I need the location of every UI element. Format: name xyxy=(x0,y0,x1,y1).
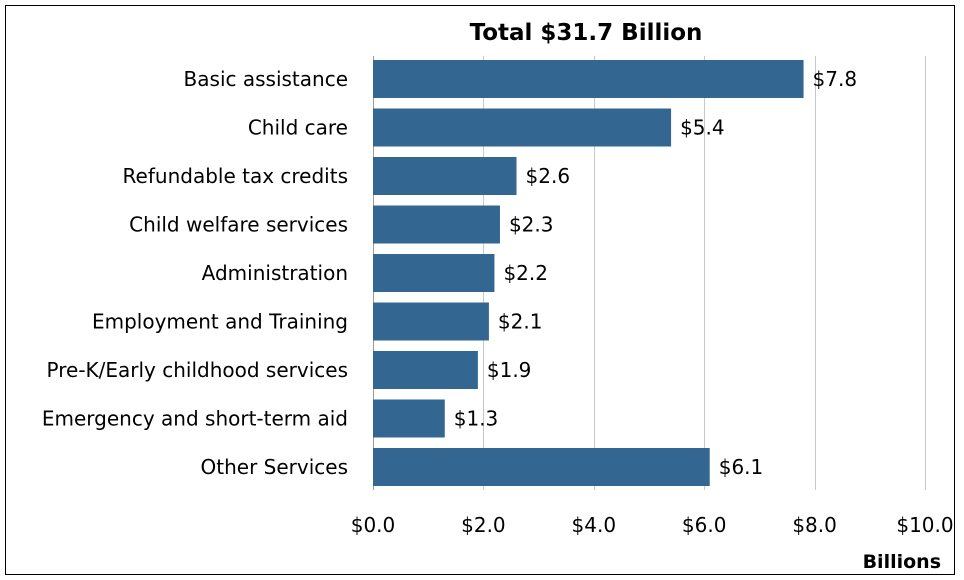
data-label: $7.8 xyxy=(813,67,858,91)
bar xyxy=(373,448,710,486)
category-label: Employment and Training xyxy=(92,310,348,334)
data-label: $2.2 xyxy=(503,261,548,285)
x-tick-label: $2.0 xyxy=(461,513,506,537)
data-label: $2.6 xyxy=(526,164,571,188)
data-label: $1.9 xyxy=(487,358,532,382)
category-label: Emergency and short-term aid xyxy=(42,407,348,431)
bar xyxy=(373,351,478,389)
category-label: Refundable tax credits xyxy=(123,164,348,188)
x-tick-label: $6.0 xyxy=(682,513,727,537)
bar xyxy=(373,254,495,292)
data-label: $6.1 xyxy=(719,455,764,479)
data-label: $1.3 xyxy=(454,407,499,431)
category-labels: Basic assistance Child care Refundable tax… xyxy=(42,67,348,479)
x-axis-unit-label: Billions xyxy=(863,551,941,573)
data-label: $2.1 xyxy=(498,310,543,334)
category-label: Basic assistance xyxy=(184,67,348,91)
category-label: Administration xyxy=(202,261,348,285)
category-label: Pre-K/Early childhood services xyxy=(47,358,348,382)
data-label: $2.3 xyxy=(509,213,554,237)
chart-title: Total $31.7 Billion xyxy=(470,20,703,46)
x-tick-label: $10.0 xyxy=(896,513,953,537)
chart-frame: Total $31.7 Billion Basic assistance Chil… xyxy=(5,5,955,575)
data-label: $5.4 xyxy=(680,116,725,140)
category-label: Child care xyxy=(248,116,348,140)
bar xyxy=(373,205,500,244)
bar xyxy=(373,60,804,98)
bar-chart: Total $31.7 Billion Basic assistance Chil… xyxy=(42,20,954,573)
x-tick-label: $0.0 xyxy=(351,513,396,537)
x-tick-label: $4.0 xyxy=(572,513,617,537)
bar xyxy=(373,399,445,438)
x-axis-tick-labels: $0.0 $2.0 $4.0 $6.0 $8.0 $10.0 xyxy=(351,513,954,537)
bar xyxy=(373,302,489,341)
category-label: Child welfare services xyxy=(129,213,348,237)
category-label: Other Services xyxy=(201,455,348,479)
x-tick-label: $8.0 xyxy=(792,513,837,537)
bar xyxy=(373,157,517,195)
bar xyxy=(373,108,672,147)
bars xyxy=(373,60,804,486)
data-labels: $7.8 $5.4 $2.6 $2.3 $2.2 $2.1 $1.9 $1.3 $6.1 xyxy=(454,67,857,479)
